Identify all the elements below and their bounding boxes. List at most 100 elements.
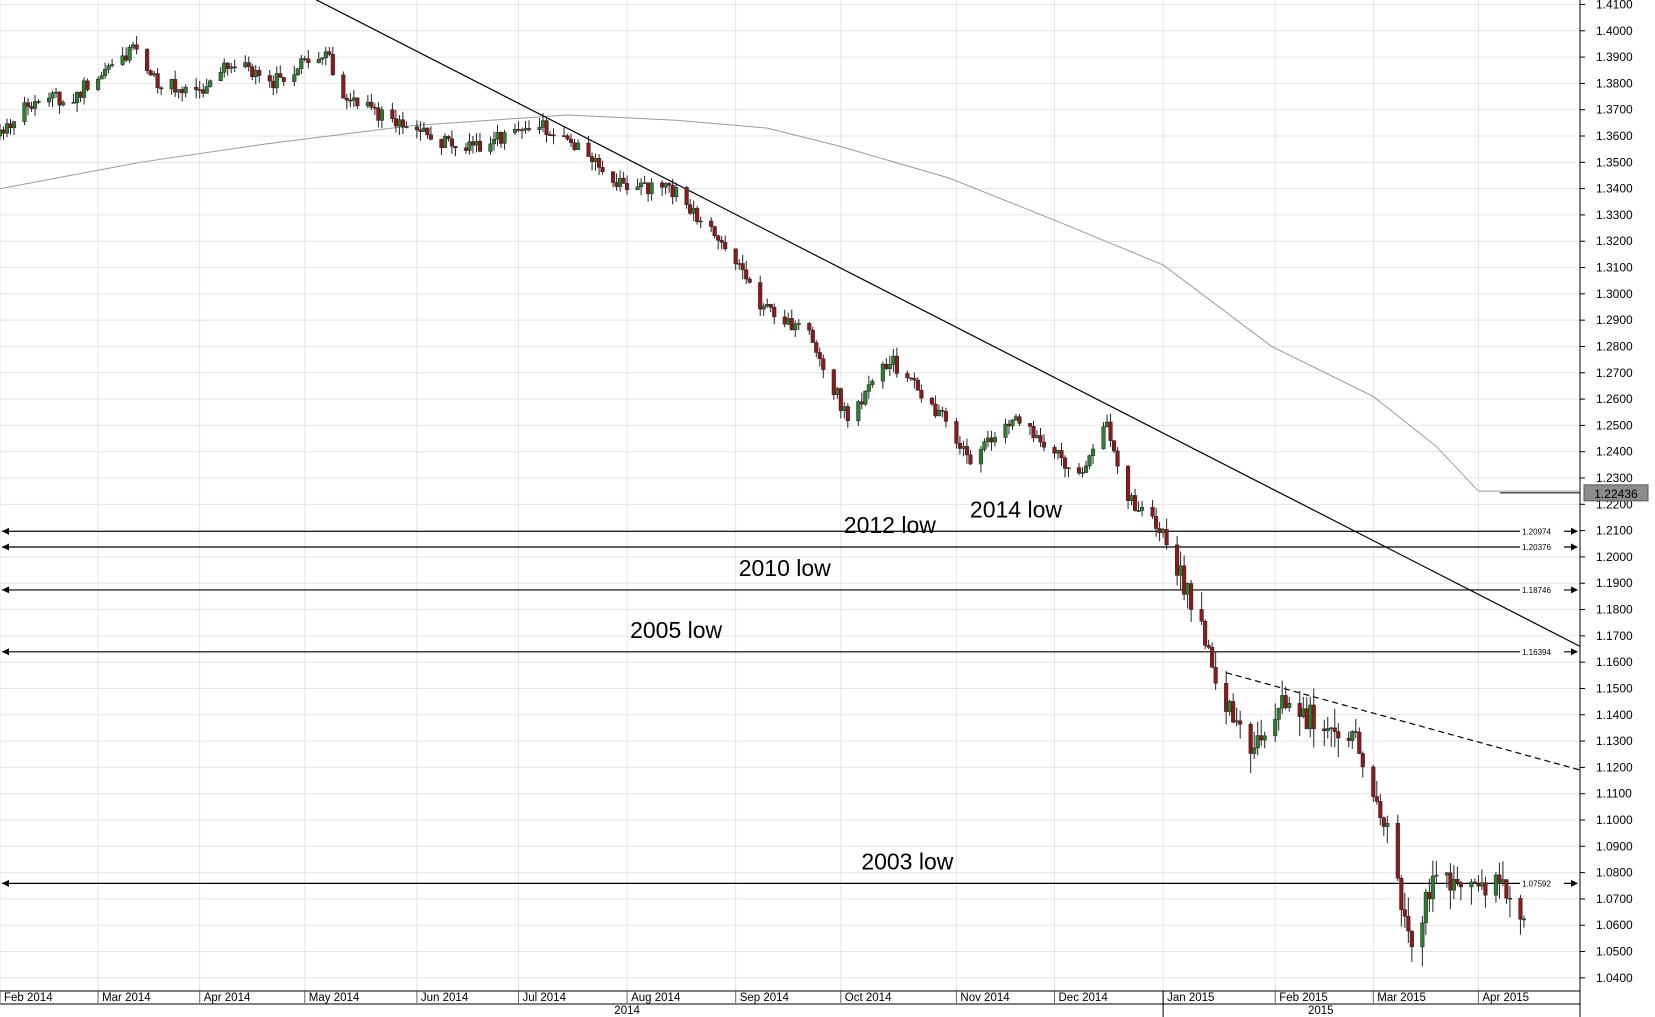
candle-bullish: [243, 62, 248, 68]
candle-bullish: [1451, 879, 1456, 891]
y-tick-label: 1.1600: [1596, 655, 1633, 669]
candle-bearish: [71, 102, 76, 104]
y-tick-label: 1.3900: [1596, 50, 1633, 64]
candle-bearish: [1108, 421, 1113, 441]
candle-bullish: [1129, 495, 1134, 501]
y-tick-label: 1.3600: [1596, 129, 1633, 143]
candle-bearish: [723, 242, 728, 250]
candle-bullish: [4, 123, 10, 134]
y-tick-label: 1.1200: [1596, 760, 1633, 774]
candle-bearish: [470, 141, 475, 146]
x-year-label: 2014: [614, 1005, 640, 1017]
candle-bearish: [933, 403, 938, 417]
candle-bullish: [1003, 423, 1008, 438]
candle-bearish: [586, 142, 591, 157]
candle-bearish: [831, 369, 836, 395]
candle-bearish: [1052, 446, 1057, 454]
candle-bullish: [985, 437, 990, 442]
candle-bullish: [474, 140, 479, 146]
candle-bearish: [1164, 529, 1169, 546]
candle-bearish: [1476, 883, 1481, 887]
candle-bearish: [1399, 877, 1404, 910]
candle-bearish: [281, 77, 286, 82]
candle-bullish: [1430, 875, 1435, 900]
y-tick-label: 1.2900: [1596, 313, 1633, 327]
candle-bearish: [1283, 695, 1288, 708]
candle-bullish: [379, 109, 384, 121]
candle-bearish: [1189, 583, 1194, 610]
candle-bullish: [204, 86, 209, 94]
y-tick-label: 1.1900: [1596, 576, 1633, 590]
candle-bullish: [1350, 731, 1355, 741]
candle-bearish: [393, 118, 398, 127]
candle-bearish: [905, 373, 910, 379]
level-arrow-right: [1571, 586, 1578, 594]
candle-bullish: [1434, 874, 1439, 877]
y-tick-label: 1.2800: [1596, 339, 1633, 353]
candle-bearish: [1006, 423, 1012, 427]
candle-bearish: [1017, 416, 1022, 424]
x-month-label: Apr 2015: [1482, 992, 1529, 1004]
candle-bullish: [120, 55, 125, 65]
x-month-label: Jul 2014: [522, 992, 566, 1004]
candle-bullish: [1444, 872, 1449, 876]
candle-bearish: [1304, 708, 1309, 730]
y-tick-label: 1.0700: [1596, 892, 1633, 906]
candle-bullish: [691, 208, 696, 214]
candle-bearish: [611, 171, 616, 183]
candle-bullish: [1262, 735, 1267, 741]
candle-bullish: [936, 410, 941, 417]
candle-bullish: [99, 75, 104, 80]
candle-bullish: [1227, 701, 1232, 712]
current-price-box: [1583, 484, 1649, 502]
candle-bearish: [838, 388, 843, 411]
candle-bearish: [821, 358, 826, 370]
candles-group: [0, 36, 1526, 967]
candle-bearish: [597, 158, 602, 168]
x-month-label: Sep 2014: [740, 992, 790, 1004]
candle-bearish: [1357, 731, 1362, 754]
candle-bearish: [1062, 457, 1068, 469]
candle-bearish: [425, 127, 430, 136]
candle-bearish: [912, 378, 917, 381]
candle-bullish: [222, 62, 227, 73]
candle-bearish: [667, 183, 672, 186]
y-tick-label: 1.0500: [1596, 945, 1633, 959]
candle-bullish: [54, 91, 59, 94]
candle-bearish: [449, 138, 454, 147]
level-arrow-left: [2, 543, 9, 551]
candle-bullish: [1308, 704, 1313, 730]
candle-bullish: [1090, 448, 1096, 456]
candle-bearish: [250, 66, 255, 77]
candle-bearish: [148, 70, 153, 76]
level-arrow-left: [2, 586, 9, 594]
candle-bearish: [716, 235, 721, 241]
y-tick-label: 1.0900: [1596, 839, 1633, 853]
candle-bullish: [1479, 882, 1484, 887]
candle-bullish: [1105, 421, 1110, 427]
candle-bearish: [1297, 703, 1302, 717]
candle-bullish: [404, 126, 409, 128]
candle-bearish: [1406, 916, 1411, 932]
candle-bearish: [477, 140, 483, 152]
candle-bullish: [649, 182, 654, 194]
level-annotation: 2003 low: [861, 848, 953, 874]
y-tick-label: 1.1300: [1596, 734, 1633, 748]
candle-bearish: [1402, 909, 1407, 917]
candle-bullish: [82, 80, 87, 98]
candle-bullish: [110, 64, 115, 66]
candle-bearish: [772, 307, 777, 318]
candle-bearish: [1182, 565, 1187, 595]
candle-bullish: [1136, 510, 1141, 512]
candle-bullish: [274, 73, 279, 89]
level-label: 1.20376: [1522, 543, 1551, 552]
y-tick-label: 1.4000: [1596, 24, 1633, 38]
candle-bearish: [1472, 881, 1477, 884]
candle-bearish: [884, 363, 889, 369]
candle-bearish: [173, 79, 178, 93]
candle-bullish: [891, 355, 896, 365]
candle-bearish: [919, 390, 924, 399]
candle-bullish: [351, 97, 356, 101]
candle-bearish: [348, 99, 353, 102]
